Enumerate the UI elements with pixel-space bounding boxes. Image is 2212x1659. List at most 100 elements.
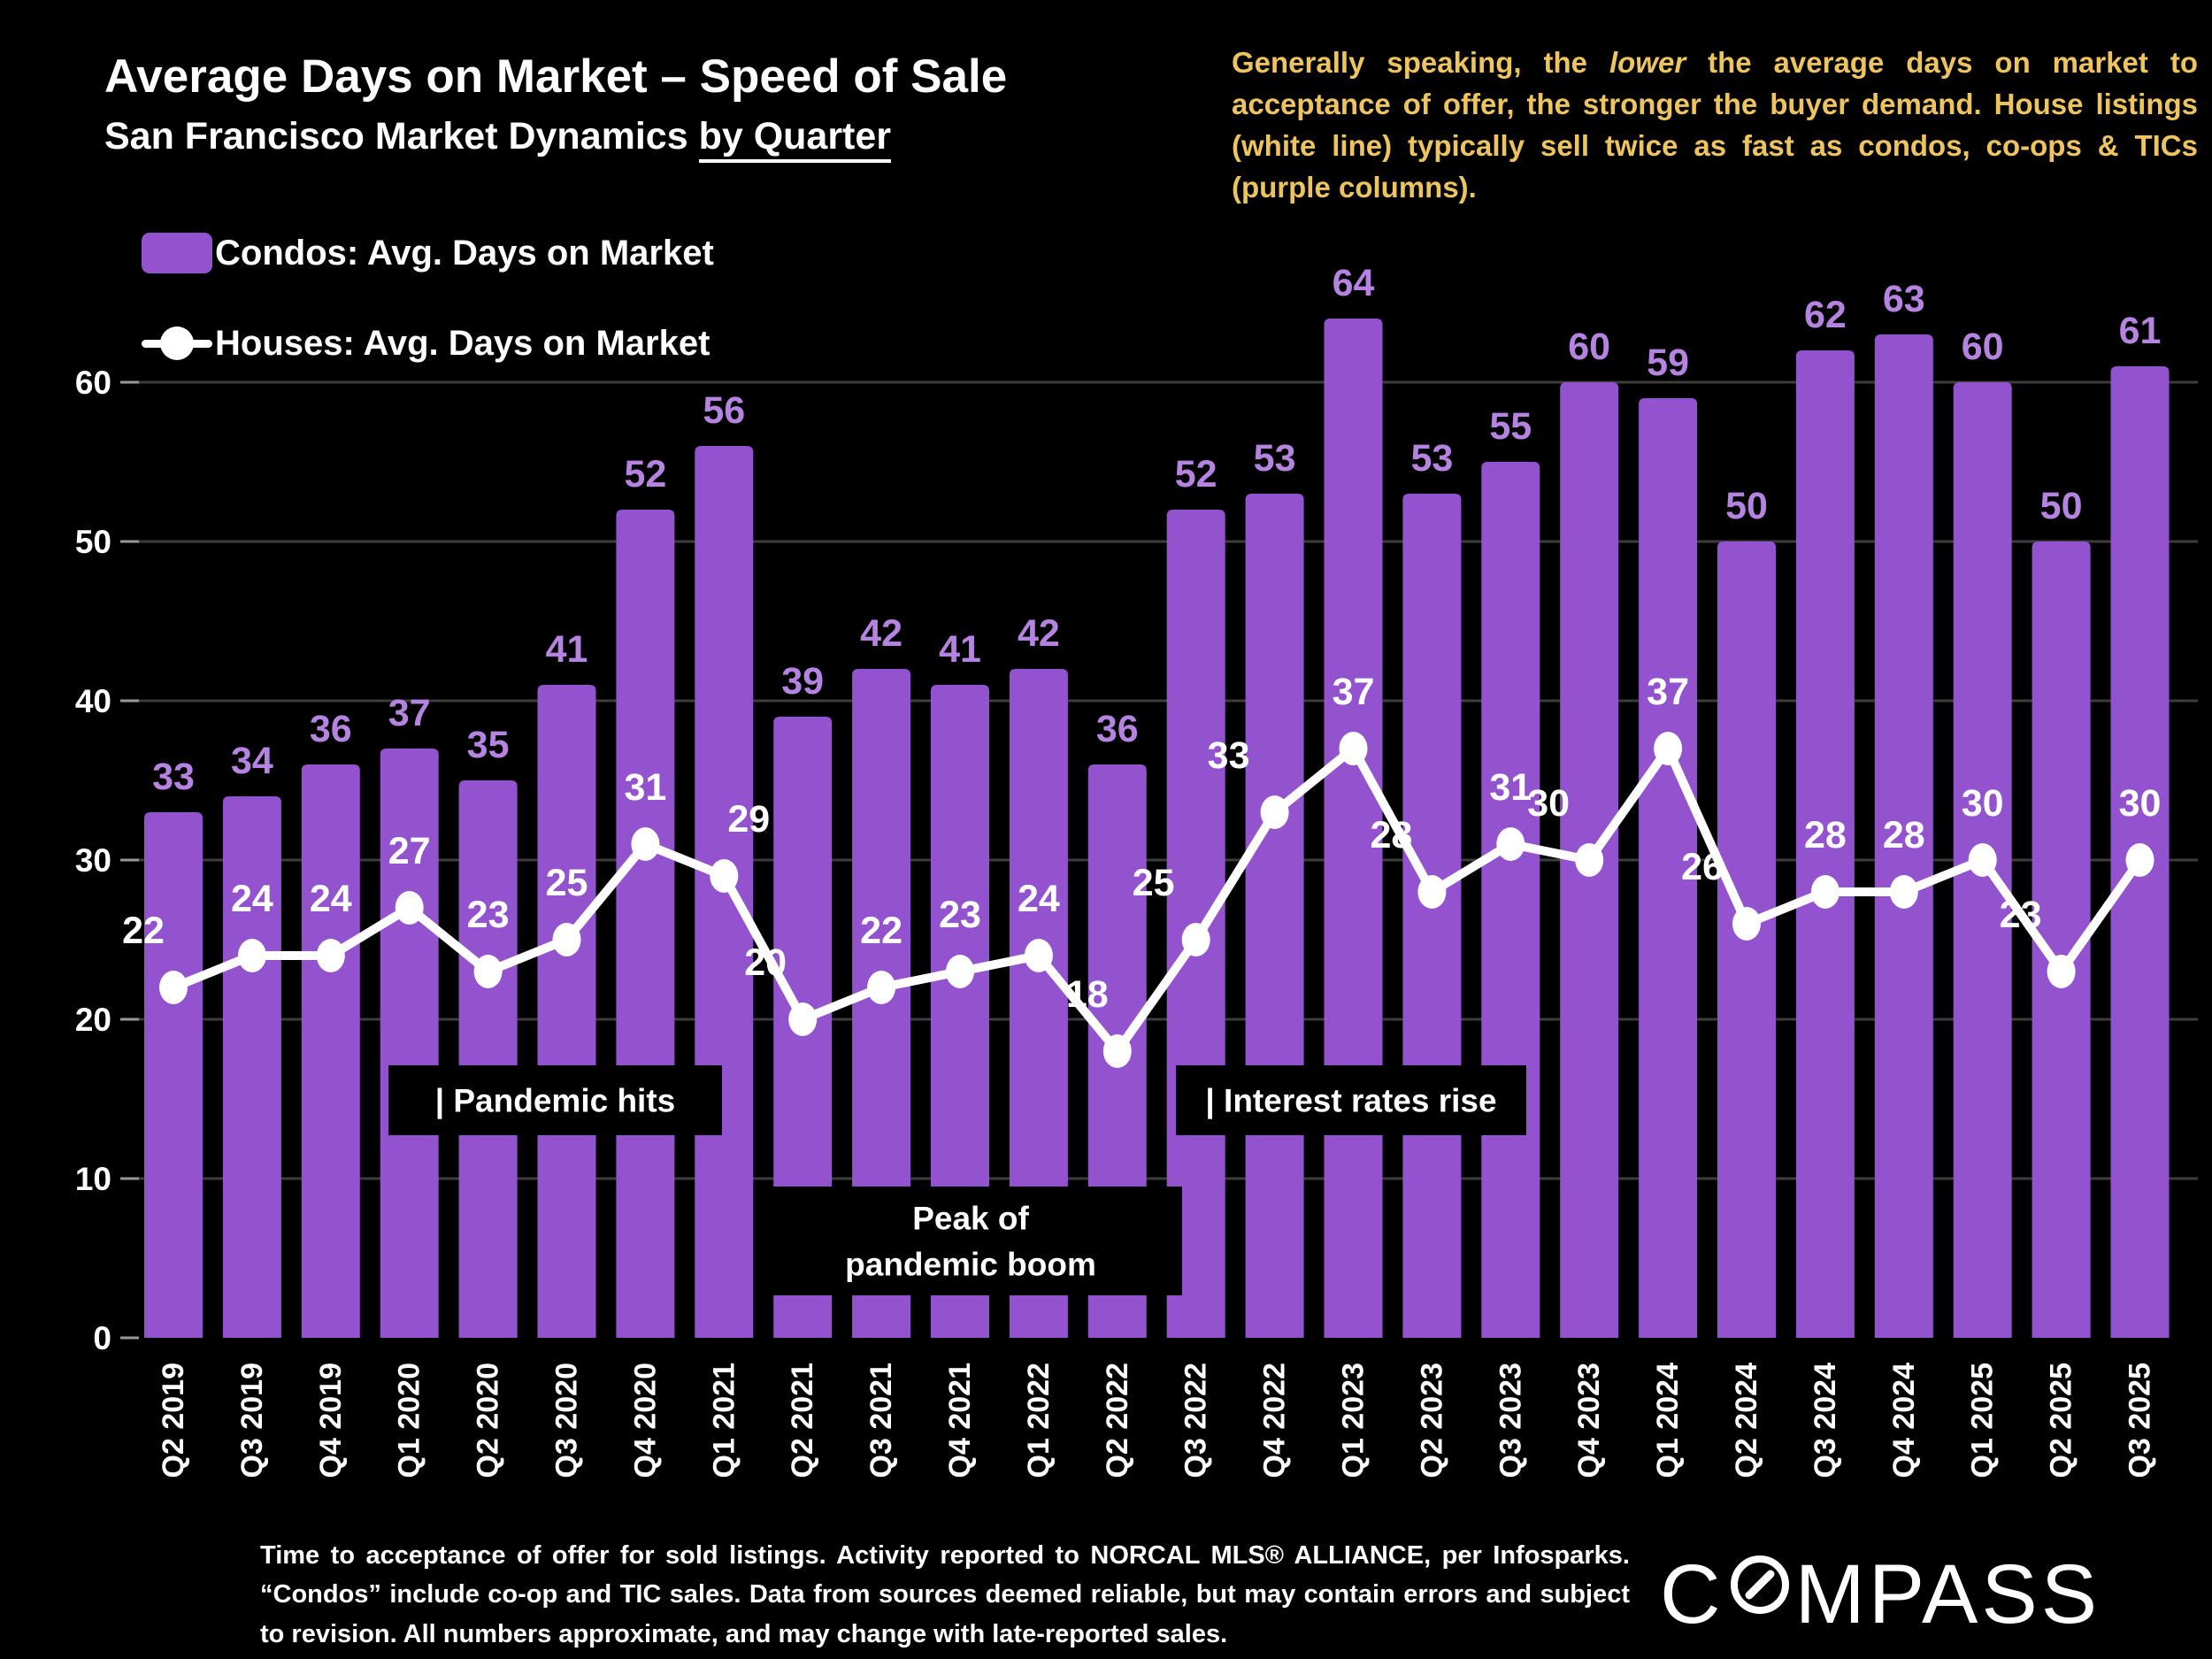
annotation-pandemic-hits: | Pandemic hits <box>388 1065 722 1135</box>
annotation-peak-of-pandemic-boom: Peak of pandemic boom <box>759 1187 1182 1295</box>
x-axis-label: Q1 2022 <box>1022 1363 1056 1478</box>
condos-bar <box>458 780 518 1338</box>
houses-line-value-label: 18 <box>1066 973 1109 1016</box>
condos-bar <box>222 796 281 1338</box>
annotation-label: pandemic boom <box>845 1247 1096 1283</box>
x-axis-label: Q4 2020 <box>628 1363 662 1478</box>
condos-bar-value-label: 53 <box>1410 437 1453 480</box>
condos-bar-value-label: 42 <box>1018 612 1060 655</box>
houses-line-point <box>237 939 266 972</box>
x-axis-label: Q1 2023 <box>1337 1363 1371 1478</box>
x-axis-label: Q4 2023 <box>1572 1363 1606 1478</box>
condos-bar-value-label: 50 <box>1725 485 1768 527</box>
compass-logo: C MPASS <box>1660 1548 2101 1641</box>
legend-item-condos: Condos: Avg. Days on Market <box>142 228 938 278</box>
condos-bar-value-label: 37 <box>388 692 431 734</box>
condos-bar-value-label: 41 <box>546 628 588 671</box>
commentary-note: Generally speaking, the lower the averag… <box>1232 46 2198 204</box>
houses-line-point <box>2047 955 2076 988</box>
houses-line-point <box>316 939 345 972</box>
subtitle-underlined: by Quarter <box>698 115 892 163</box>
x-axis-label: Q1 2025 <box>1966 1363 2000 1478</box>
houses-line-value-label: 24 <box>1018 878 1060 920</box>
condos-bar-value-label: 33 <box>152 756 195 798</box>
condos-bar-value-label: 60 <box>1568 326 1610 368</box>
houses-line-point <box>159 971 188 1004</box>
houses-line-point <box>473 955 503 988</box>
houses-line-value-label: 37 <box>1647 671 1689 713</box>
houses-line-value-label: 27 <box>388 830 431 872</box>
page-subtitle: San Francisco Market Dynamics by Quarter <box>104 115 1210 163</box>
houses-line-point <box>631 827 660 861</box>
condos-bar-value-label: 52 <box>1175 453 1217 495</box>
condos-bar-value-label: 41 <box>939 628 981 671</box>
houses-line-value-label: 28 <box>1883 814 1925 856</box>
houses-line-point <box>1654 732 1683 765</box>
houses-line-value-label: 20 <box>744 941 787 984</box>
y-axis-label: 0 <box>93 1320 111 1356</box>
houses-line-value-label: 30 <box>1527 782 1570 825</box>
houses-line-point <box>1968 843 1997 877</box>
x-axis-label: Q2 2023 <box>1415 1363 1448 1478</box>
x-axis-label: Q3 2023 <box>1494 1363 1527 1478</box>
houses-line-value-label: 24 <box>310 878 352 920</box>
condos-bar-value-label: 63 <box>1883 278 1925 320</box>
x-axis-label: Q2 2021 <box>786 1363 819 1478</box>
houses-line-point <box>867 971 896 1004</box>
condos-bar <box>380 749 439 1338</box>
houses-line-value-label: 23 <box>2000 894 2042 936</box>
legend-condos-label: Condos: Avg. Days on Market <box>215 233 714 273</box>
condos-bar-swatch-icon <box>142 233 212 273</box>
x-axis-label: Q3 2022 <box>1179 1363 1213 1478</box>
houses-line-value-label: 30 <box>1962 782 2004 825</box>
condos-bar-value-label: 55 <box>1489 405 1532 448</box>
houses-line-value-label: 31 <box>1489 766 1532 809</box>
x-axis-label: Q4 2021 <box>943 1363 977 1478</box>
houses-line-value-label: 24 <box>231 878 273 920</box>
houses-line-value-label: 28 <box>1370 814 1412 856</box>
condos-bar-value-label: 42 <box>860 612 902 655</box>
x-axis-label: Q2 2019 <box>157 1363 190 1478</box>
condos-bar <box>1639 398 1698 1338</box>
annotation-box <box>1176 1065 1526 1135</box>
condos-bar <box>537 685 596 1338</box>
emphasized-word: lower <box>1609 46 1686 79</box>
x-axis-label: Q4 2019 <box>314 1363 348 1478</box>
houses-line-point <box>1732 907 1761 941</box>
houses-line-swatch-icon <box>142 323 212 364</box>
houses-line-value-label: 25 <box>1133 862 1175 904</box>
houses-line-value-label: 23 <box>939 894 981 936</box>
houses-line-value-label: 30 <box>2119 782 2162 825</box>
condos-bar <box>1795 350 1855 1338</box>
y-axis-label: 60 <box>75 365 111 401</box>
houses-line-point <box>1102 1034 1132 1068</box>
page-title: Average Days on Market – Speed of Sale <box>104 50 1008 103</box>
x-axis-label: Q2 2024 <box>1730 1363 1763 1479</box>
x-axis-label: Q3 2019 <box>235 1363 269 1478</box>
y-axis-label: 10 <box>75 1161 111 1197</box>
condos-bar-value-label: 36 <box>310 708 352 750</box>
x-axis-label: Q2 2025 <box>2045 1363 2078 1478</box>
chart-legend: Condos: Avg. Days on Market Houses: Avg.… <box>142 228 938 409</box>
condos-bar-value-label: 61 <box>2119 310 2162 352</box>
y-axis-label: 40 <box>75 683 111 719</box>
houses-line-value-label: 28 <box>1804 814 1847 856</box>
condos-bar-value-label: 62 <box>1804 294 1847 336</box>
houses-line-value-label: 22 <box>860 910 902 952</box>
condos-bar-value-label: 52 <box>624 453 666 495</box>
y-axis-label: 30 <box>75 842 111 879</box>
condos-bar-value-label: 64 <box>1333 262 1375 304</box>
legend-houses-label: Houses: Avg. Days on Market <box>215 323 710 363</box>
condos-bar <box>1245 494 1304 1338</box>
houses-line-value-label: 23 <box>467 894 510 936</box>
x-axis-label: Q2 2020 <box>472 1363 505 1478</box>
condos-bar <box>1009 669 1068 1338</box>
annotation-box <box>388 1065 722 1135</box>
annotation-label: | Interest rates rise <box>1205 1083 1496 1120</box>
houses-line-point <box>1496 827 1525 861</box>
condos-bar <box>144 812 203 1338</box>
compass-logo-rest: MPASS <box>1794 1548 2101 1641</box>
houses-line-value-label: 26 <box>1681 846 1724 888</box>
